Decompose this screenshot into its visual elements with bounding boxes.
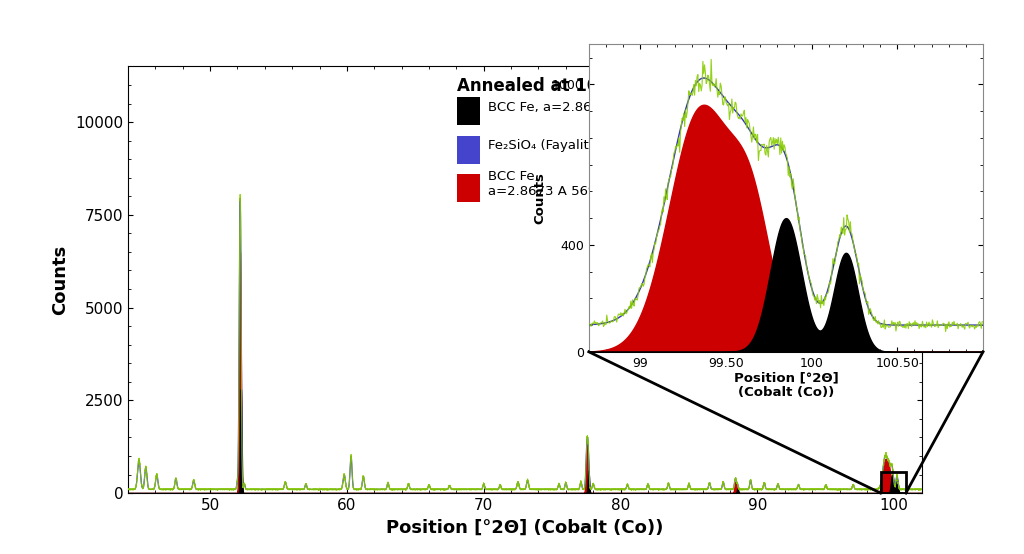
Y-axis label: Counts: Counts <box>534 172 547 224</box>
FancyBboxPatch shape <box>458 174 479 202</box>
Y-axis label: Counts: Counts <box>51 245 70 315</box>
Text: BCC Fe, a=2.8635 A 24%: BCC Fe, a=2.8635 A 24% <box>487 100 655 114</box>
FancyBboxPatch shape <box>458 98 479 125</box>
Text: Fe₂SiO₄ (Fayalite) 20%: Fe₂SiO₄ (Fayalite) 20% <box>487 139 635 152</box>
Bar <box>881 473 906 493</box>
Text: BCC Fe,
a=2.8673 A 56%: BCC Fe, a=2.8673 A 56% <box>487 170 600 198</box>
X-axis label: Position [°2Θ]
(Cobalt (Co)): Position [°2Θ] (Cobalt (Co)) <box>733 371 839 399</box>
X-axis label: Position [°2Θ] (Cobalt (Co)): Position [°2Θ] (Cobalt (Co)) <box>386 519 664 536</box>
Text: Annealed at 1000°C in Ar for 1 h: Annealed at 1000°C in Ar for 1 h <box>458 77 760 95</box>
FancyBboxPatch shape <box>458 136 479 163</box>
